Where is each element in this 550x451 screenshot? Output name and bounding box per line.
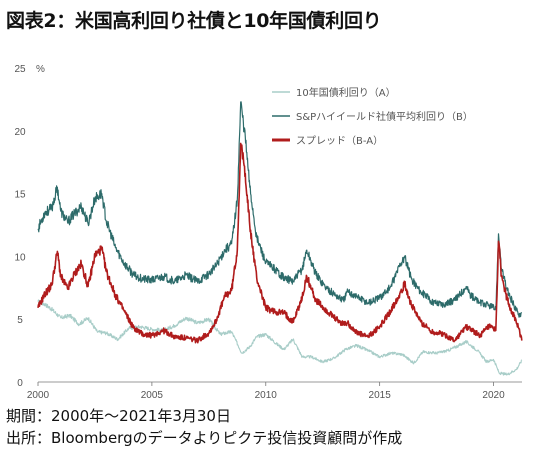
line-chart: 0 5 10 15 20 25 % 2000 2005 2010 2015 2020 10年国債利回り（… xyxy=(14,64,523,400)
x-tick-label: 2000 xyxy=(27,390,50,400)
legend-label: 10年国債利回り（A） xyxy=(296,86,396,99)
y-tick-label: 25 xyxy=(14,64,26,75)
y-tick-label: 5 xyxy=(17,315,23,326)
legend-label: スプレッド（B-A） xyxy=(296,135,383,147)
series-10y-treasury-line xyxy=(37,299,523,376)
y-unit-label: % xyxy=(36,64,45,75)
y-tick-label: 15 xyxy=(14,190,26,201)
y-tick-label: 0 xyxy=(17,378,23,389)
x-tick-label: 2010 xyxy=(255,390,278,400)
chart-title: 図表2：米国高利回り社債と10年国債利回り xyxy=(6,10,382,32)
legend-label: S&Pハイイールド社債平均利回り（B） xyxy=(296,110,473,123)
series-spread-line xyxy=(37,142,523,344)
footer-period: 期間：2000年～2021年3月30日 xyxy=(6,407,231,425)
series-high-yield-line xyxy=(37,101,523,318)
y-tick-label: 20 xyxy=(14,127,26,138)
x-tick-label: 2020 xyxy=(482,390,505,400)
y-tick-label: 10 xyxy=(14,252,26,263)
x-tick-label: 2015 xyxy=(369,390,392,400)
x-tick-label: 2005 xyxy=(141,390,164,400)
footer-source: 出所：Bloombergのデータよりピクテ投信投資顧問が作成 xyxy=(6,429,403,447)
